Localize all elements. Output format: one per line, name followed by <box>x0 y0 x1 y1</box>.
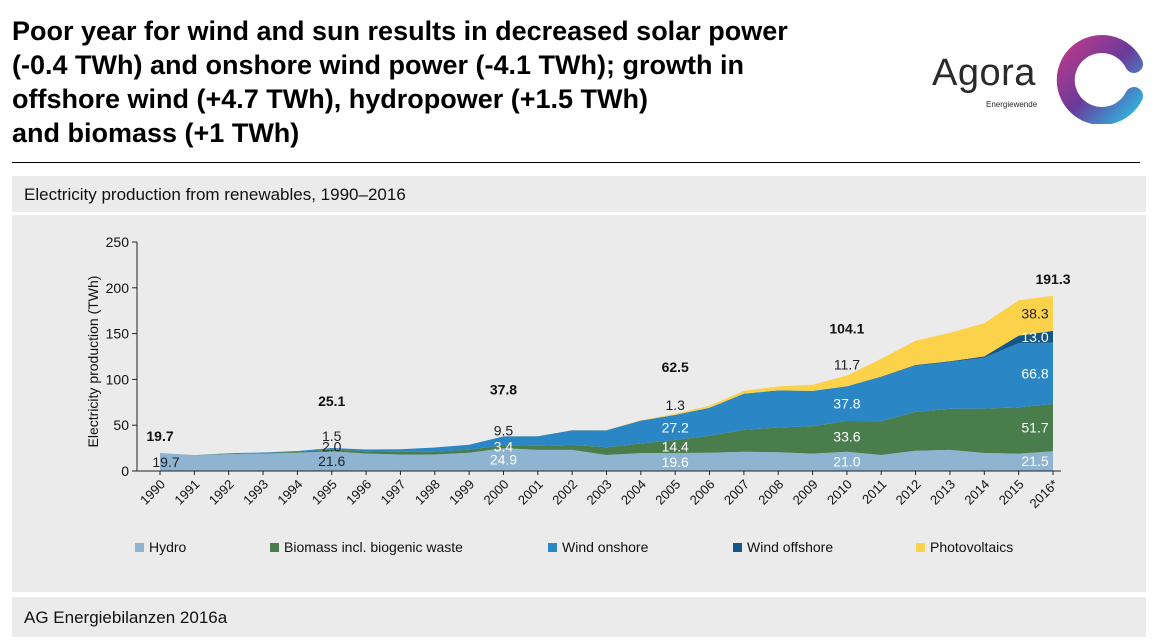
data-label: 3.4 <box>494 439 514 455</box>
legend-item: Photovoltaics <box>916 538 1013 556</box>
total-label: 25.1 <box>318 393 345 409</box>
x-tick-label: 2007 <box>721 477 752 508</box>
total-label: 191.3 <box>1035 271 1070 287</box>
total-label: 19.7 <box>146 428 173 444</box>
y-tick-label: 50 <box>113 417 129 433</box>
y-tick-label: 150 <box>106 326 130 342</box>
legend-label: Hydro <box>149 539 187 555</box>
x-tick-label: 2014 <box>961 477 992 508</box>
total-label: 104.1 <box>829 321 864 337</box>
data-label: 38.3 <box>1021 305 1048 321</box>
data-label: 19.6 <box>662 454 689 470</box>
data-label: 21.5 <box>1021 453 1048 469</box>
legend-label: Wind offshore <box>747 539 834 555</box>
x-tick-label: 2009 <box>790 477 821 508</box>
x-tick-label: 1992 <box>206 477 237 508</box>
area-biomass-incl-biogenic-waste <box>160 403 1053 456</box>
data-label: 66.8 <box>1021 365 1048 381</box>
legend-swatch <box>270 542 279 552</box>
area-photovoltaics <box>160 295 1053 456</box>
data-label: 37.8 <box>833 396 860 412</box>
legend-label: Wind onshore <box>562 539 649 555</box>
data-label: 1.5 <box>322 428 342 444</box>
legend-label: Photovoltaics <box>930 539 1014 555</box>
x-tick-label: 2006 <box>687 477 718 508</box>
data-label: 24.9 <box>490 452 517 468</box>
total-label: 62.5 <box>662 359 689 375</box>
legend-swatch <box>135 542 144 552</box>
x-tick-label: 2003 <box>584 477 615 508</box>
x-tick-label: 2013 <box>927 477 958 508</box>
area-wind-onshore <box>160 342 1053 456</box>
legend-item: Biomass incl. biogenic waste <box>270 538 463 556</box>
x-tick-label: 2005 <box>652 477 683 508</box>
data-label: 14.4 <box>662 438 689 454</box>
data-label: 27.2 <box>662 419 689 435</box>
x-tick-label: 2008 <box>755 477 786 508</box>
logo-wordmark: Agora <box>932 52 1036 94</box>
y-tick-label: 200 <box>106 280 130 296</box>
logo-subtitle: Energiewende <box>986 100 1038 109</box>
x-tick-label: 2002 <box>549 477 580 508</box>
data-label: 1.3 <box>665 397 685 413</box>
y-tick-label: 0 <box>121 463 129 479</box>
x-tick-label: 1991 <box>171 477 202 508</box>
data-label: 19.7 <box>152 454 179 470</box>
data-label: 51.7 <box>1021 420 1048 436</box>
data-label: 21.0 <box>833 453 860 469</box>
x-tick-label: 1996 <box>343 477 374 508</box>
headline-line: offshore wind (+4.7 TWh), hydropower (+1… <box>12 84 649 114</box>
x-tick-label: 2012 <box>893 477 924 508</box>
x-tick-label: 1995 <box>309 477 340 508</box>
x-tick-label: 2011 <box>859 477 889 507</box>
data-label: 2.0 <box>322 438 342 454</box>
legend-swatch <box>916 542 925 552</box>
y-axis-title: Electricity production (TWh) <box>85 276 101 448</box>
source-note: AG Energiebilanzen 2016a <box>12 597 1146 637</box>
data-label: 21.6 <box>318 453 345 469</box>
panel-title: Electricity production from renewables, … <box>12 176 1146 212</box>
x-tick-label: 2001 <box>515 477 546 508</box>
total-label: 37.8 <box>490 381 517 397</box>
divider-rule <box>12 162 1140 163</box>
y-tick-label: 250 <box>106 234 130 250</box>
data-label: 33.6 <box>833 428 860 444</box>
x-tick-label: 1997 <box>377 477 408 508</box>
legend-swatch <box>548 542 557 552</box>
agora-ring-icon <box>1056 35 1143 124</box>
legend-item: Wind offshore <box>733 538 833 556</box>
legend-item: Hydro <box>135 538 186 556</box>
x-tick-label: 2004 <box>618 477 649 508</box>
headline-line: and biomass (+1 TWh) <box>12 118 300 148</box>
x-tick-label: 1990 <box>137 477 168 508</box>
headline-line: Poor year for wind and sun results in de… <box>12 16 788 46</box>
area-hydro <box>160 448 1053 471</box>
headline-line: (-0.4 TWh) and onshore wind power (-4.1 … <box>12 50 744 80</box>
x-tick-label: 1999 <box>446 477 477 508</box>
y-tick-label: 100 <box>106 371 130 387</box>
data-label: 13.0 <box>1021 329 1048 345</box>
x-tick-label: 2015 <box>996 477 1027 508</box>
data-label: 11.7 <box>834 357 860 373</box>
headline: Poor year for wind and sun results in de… <box>12 14 892 150</box>
x-tick-label: 1998 <box>412 477 443 508</box>
x-tick-label: 2000 <box>481 477 512 508</box>
legend-item: Wind onshore <box>548 538 648 556</box>
x-tick-label: 1994 <box>274 477 305 508</box>
legend-swatch <box>733 542 742 552</box>
x-tick-label: 2016* <box>1026 477 1061 512</box>
x-tick-label: 2010 <box>824 477 855 508</box>
agora-logo: Agora Energiewende <box>928 34 1148 124</box>
legend-label: Biomass incl. biogenic waste <box>284 539 463 555</box>
x-tick-label: 1993 <box>240 477 271 508</box>
data-label: 9.5 <box>494 423 514 439</box>
